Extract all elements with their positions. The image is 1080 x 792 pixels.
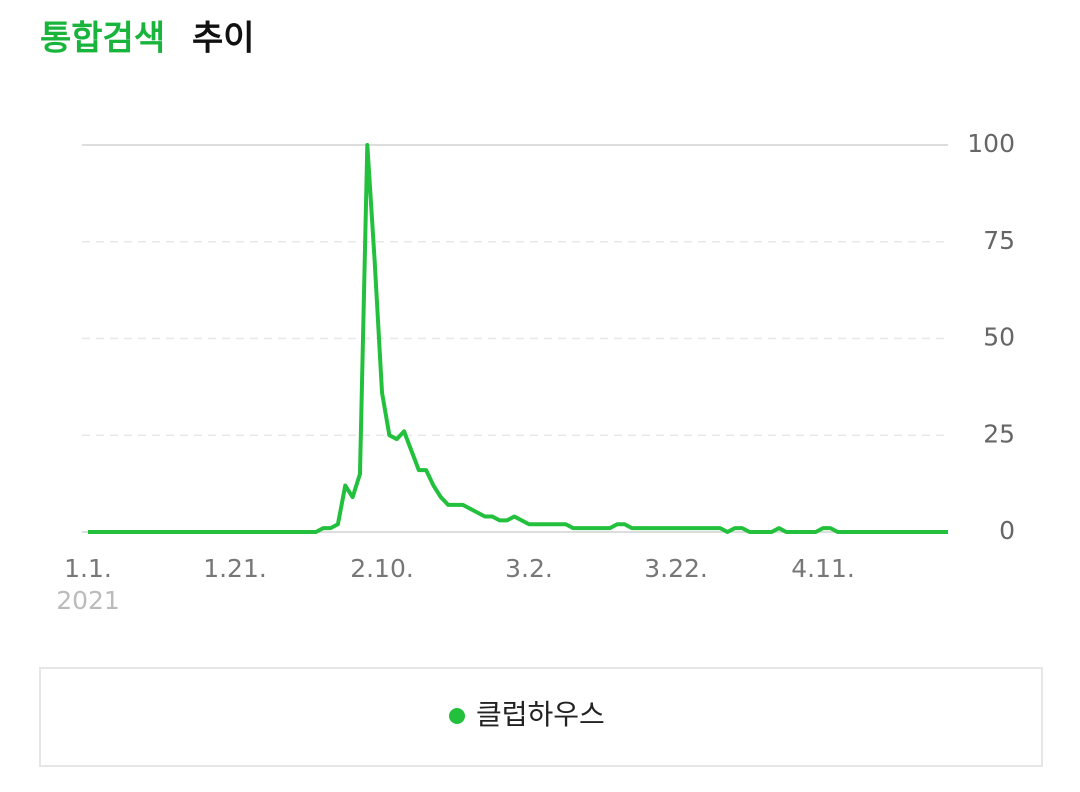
- y-tick-label: 50: [983, 323, 1015, 352]
- y-tick-label: 100: [967, 129, 1015, 158]
- data-line: [88, 143, 948, 534]
- x-tick-label: 2.10.: [350, 554, 414, 583]
- y-tick-label: 25: [983, 419, 1015, 448]
- x-tick-label: 1.21.: [203, 554, 267, 583]
- x-tick-label: 1.1.: [64, 554, 112, 583]
- x-tick-label: 4.11.: [791, 554, 855, 583]
- y-tick-label: 75: [983, 226, 1015, 255]
- chart-title: 통합검색: [40, 19, 165, 59]
- legend-box: [39, 667, 1043, 767]
- x-tick-label: 3.22.: [644, 554, 708, 583]
- legend-label: 클럽하우스: [476, 698, 605, 731]
- legend-marker: [449, 708, 465, 724]
- y-tick-label: 0: [999, 516, 1015, 545]
- x-tick-label: 3.2.: [505, 554, 553, 583]
- x-tick-sublabel: 2021: [56, 586, 120, 615]
- chart-title-suffix: 추이: [192, 19, 255, 59]
